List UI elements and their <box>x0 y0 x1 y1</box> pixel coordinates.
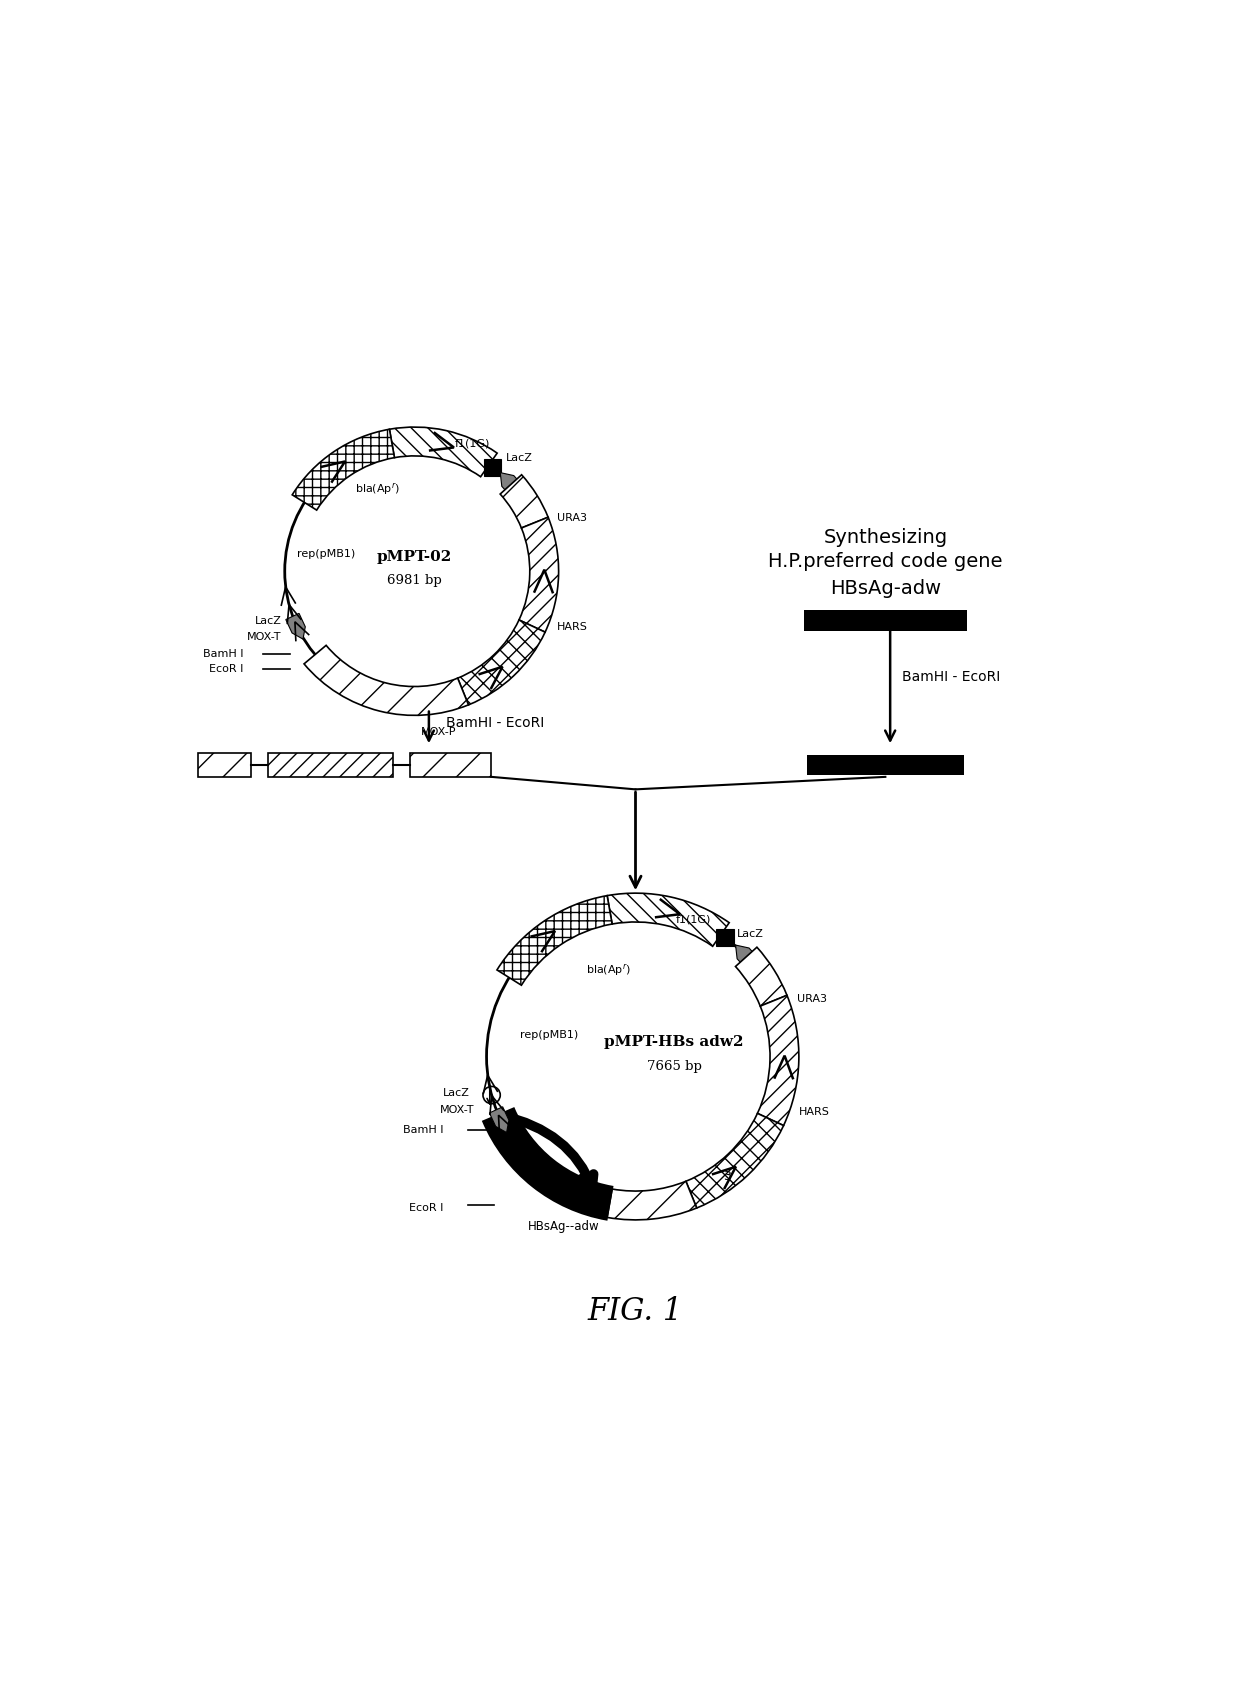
Wedge shape <box>608 1181 697 1220</box>
Wedge shape <box>500 475 548 528</box>
Text: LacZ: LacZ <box>506 453 533 463</box>
Wedge shape <box>482 1108 613 1220</box>
Text: pMPT-02: pMPT-02 <box>377 550 453 563</box>
Text: bla(Ap$^r$): bla(Ap$^r$) <box>356 482 401 497</box>
Text: LacZ: LacZ <box>255 616 281 626</box>
Text: HBsAg-adw: HBsAg-adw <box>830 579 941 597</box>
Text: LacZ: LacZ <box>737 929 764 938</box>
Bar <box>804 609 967 631</box>
Wedge shape <box>686 1113 784 1208</box>
Bar <box>484 460 501 477</box>
Text: LacZ: LacZ <box>444 1088 470 1098</box>
Text: MOX-P: MOX-P <box>420 727 456 737</box>
Bar <box>198 754 250 778</box>
Text: 3: 3 <box>723 1171 730 1183</box>
Polygon shape <box>285 613 305 640</box>
Polygon shape <box>490 1106 508 1132</box>
Wedge shape <box>608 894 729 946</box>
FancyArrowPatch shape <box>501 1115 594 1188</box>
Text: EcoR I: EcoR I <box>210 664 243 674</box>
Wedge shape <box>735 948 787 1006</box>
Text: BamHI - EcoRI: BamHI - EcoRI <box>446 715 544 730</box>
Text: rep(pMB1): rep(pMB1) <box>520 1030 578 1040</box>
Text: EcoR I: EcoR I <box>409 1203 444 1214</box>
Text: f1(1G): f1(1G) <box>454 439 490 448</box>
Text: HARS: HARS <box>799 1108 830 1117</box>
Wedge shape <box>389 427 497 477</box>
Text: HARS: HARS <box>557 621 588 631</box>
Text: URA3: URA3 <box>797 994 827 1004</box>
Text: BamH I: BamH I <box>203 648 243 659</box>
Wedge shape <box>758 996 799 1125</box>
Polygon shape <box>500 473 525 499</box>
Polygon shape <box>735 945 760 970</box>
Bar <box>409 754 491 778</box>
Text: bla(Ap$^r$): bla(Ap$^r$) <box>587 962 631 977</box>
Wedge shape <box>458 620 546 705</box>
Wedge shape <box>293 429 394 511</box>
Text: 6981 bp: 6981 bp <box>387 574 441 587</box>
Text: MOX-T: MOX-T <box>247 631 281 642</box>
Text: pMPT-HBs adw2: pMPT-HBs adw2 <box>604 1035 744 1048</box>
Bar <box>806 756 965 776</box>
Wedge shape <box>520 517 558 631</box>
Text: FIG. 1: FIG. 1 <box>588 1295 683 1326</box>
Text: H.P.preferred code gene: H.P.preferred code gene <box>768 551 1003 572</box>
Text: HBsAg--adw: HBsAg--adw <box>528 1220 599 1234</box>
Text: URA3: URA3 <box>557 514 587 523</box>
Wedge shape <box>497 895 613 985</box>
Text: rep(pMB1): rep(pMB1) <box>296 550 355 558</box>
Text: 7665 bp: 7665 bp <box>646 1060 702 1072</box>
Bar <box>268 754 393 778</box>
Text: Synthesizing: Synthesizing <box>823 528 947 546</box>
Text: MOX-T: MOX-T <box>439 1105 474 1115</box>
Text: BamH I: BamH I <box>403 1125 444 1135</box>
Bar <box>717 929 734 946</box>
Text: f1(1G): f1(1G) <box>676 914 711 924</box>
Text: BamHI - EcoRI: BamHI - EcoRI <box>901 671 999 684</box>
Wedge shape <box>304 645 469 715</box>
